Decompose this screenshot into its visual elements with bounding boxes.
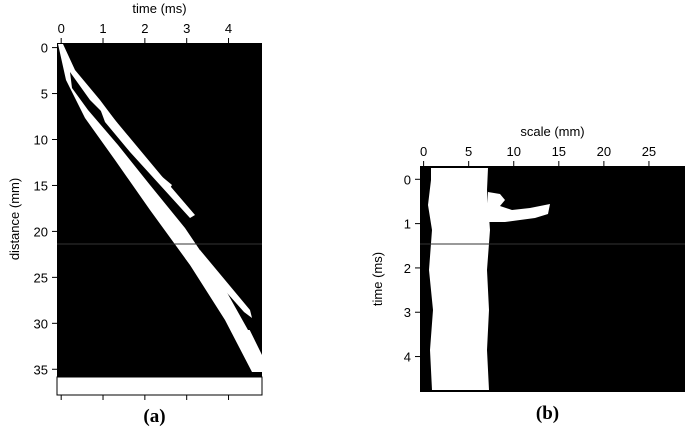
y-tick-label: 4: [404, 350, 411, 365]
streak: [196, 250, 252, 318]
y-axis-label: time (ms): [370, 252, 385, 306]
y-tick-label: 15: [34, 178, 48, 193]
image-strip: [56, 376, 263, 396]
y-tick-label: 35: [34, 362, 48, 377]
y-tick-label: 2: [404, 261, 411, 276]
y-tick-label: 1: [404, 217, 411, 232]
x-tick-label: 20: [597, 144, 611, 159]
streak-gap: [70, 72, 255, 330]
x-tick-label: 25: [642, 144, 656, 159]
x-tick-label: 0: [420, 144, 427, 159]
panel-label: (b): [536, 403, 559, 424]
image-b: [420, 166, 685, 392]
y-tick-label: 0: [41, 41, 48, 56]
x-tick-label: 5: [465, 144, 472, 159]
y-axis-label: distance (mm): [7, 178, 22, 260]
protrusion: [488, 192, 550, 222]
y-tick-label: 30: [34, 316, 48, 331]
x-tick-label: 15: [552, 144, 566, 159]
x-tick-label: 4: [225, 21, 232, 36]
x-tick-label: 10: [507, 144, 521, 159]
x-tick-label: 3: [183, 21, 190, 36]
y-tick-label: 5: [41, 87, 48, 102]
x-axis-label: scale (mm): [520, 124, 584, 139]
x-tick-label: 0: [58, 21, 65, 36]
streak: [158, 175, 172, 188]
panel-label: (a): [143, 406, 165, 427]
y-tick-label: 0: [404, 172, 411, 187]
y-tick-label: 10: [34, 133, 48, 148]
x-tick-label: 1: [99, 21, 106, 36]
x-axis-label: time (ms): [132, 1, 186, 16]
x-tick-label: 2: [141, 21, 148, 36]
image-a: [56, 43, 263, 396]
y-tick-label: 3: [404, 305, 411, 320]
streak: [185, 255, 258, 370]
white-band: [428, 168, 490, 390]
y-tick-label: 25: [34, 270, 48, 285]
y-tick-label: 20: [34, 224, 48, 239]
